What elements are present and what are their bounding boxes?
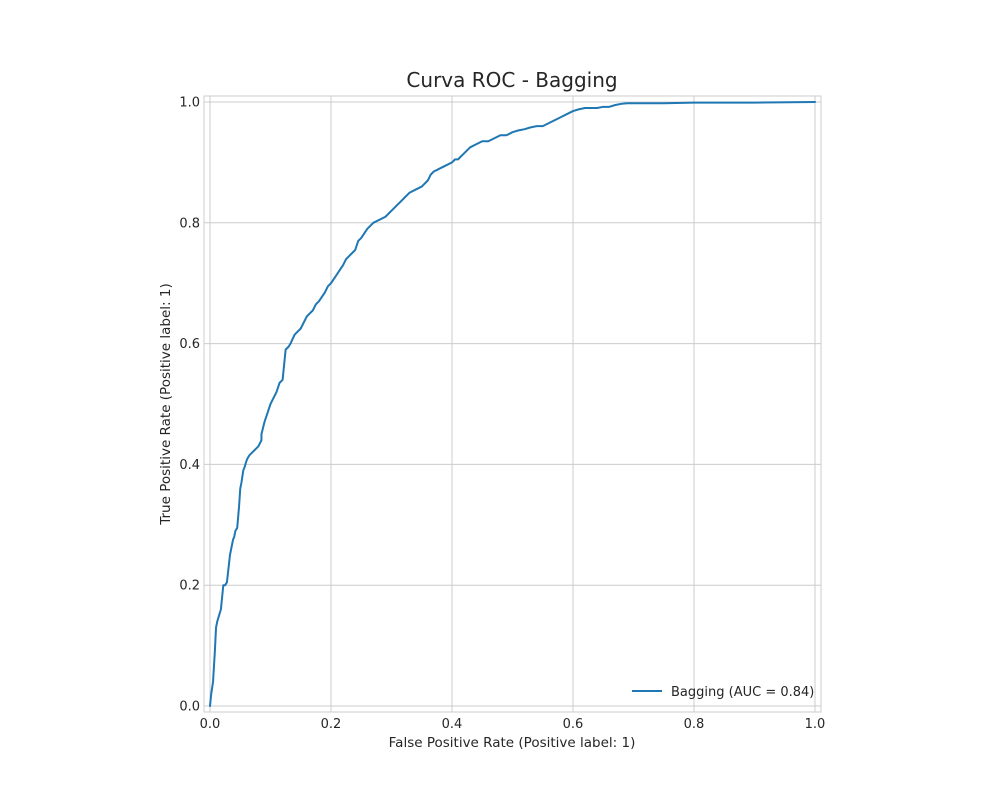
x-axis-label: False Positive Rate (Positive label: 1) [389, 735, 636, 751]
x-tick-label: 1.0 [805, 717, 826, 732]
x-tick-label: 0.4 [442, 717, 463, 732]
series-layer [209, 101, 816, 707]
x-axis-ticks: 0.0 0.2 0.4 0.6 0.8 1.0 [200, 717, 826, 732]
x-tick-label: 0.2 [321, 717, 342, 732]
y-tick-label: 0.6 [179, 337, 200, 352]
chart-title: Curva ROC - Bagging [406, 68, 617, 92]
plot-area-frame [203, 95, 822, 713]
y-axis-ticks: 0.0 0.2 0.4 0.6 0.8 1.0 [179, 96, 200, 715]
roc-curve-line [209, 101, 816, 707]
y-tick-label: 0.4 [179, 458, 200, 473]
y-axis-label: True Positive Rate (Positive label: 1) [158, 283, 174, 526]
x-tick-label: 0.8 [684, 717, 705, 732]
y-tick-label: 0.0 [179, 700, 200, 715]
x-tick-label: 0.0 [200, 717, 221, 732]
y-tick-label: 0.2 [179, 579, 200, 594]
y-tick-label: 1.0 [179, 96, 200, 111]
legend-label: Bagging (AUC = 0.84) [671, 685, 814, 700]
legend: Bagging (AUC = 0.84) [632, 685, 814, 700]
grid [204, 96, 821, 712]
x-tick-label: 0.6 [563, 717, 584, 732]
y-tick-label: 0.8 [179, 216, 200, 231]
